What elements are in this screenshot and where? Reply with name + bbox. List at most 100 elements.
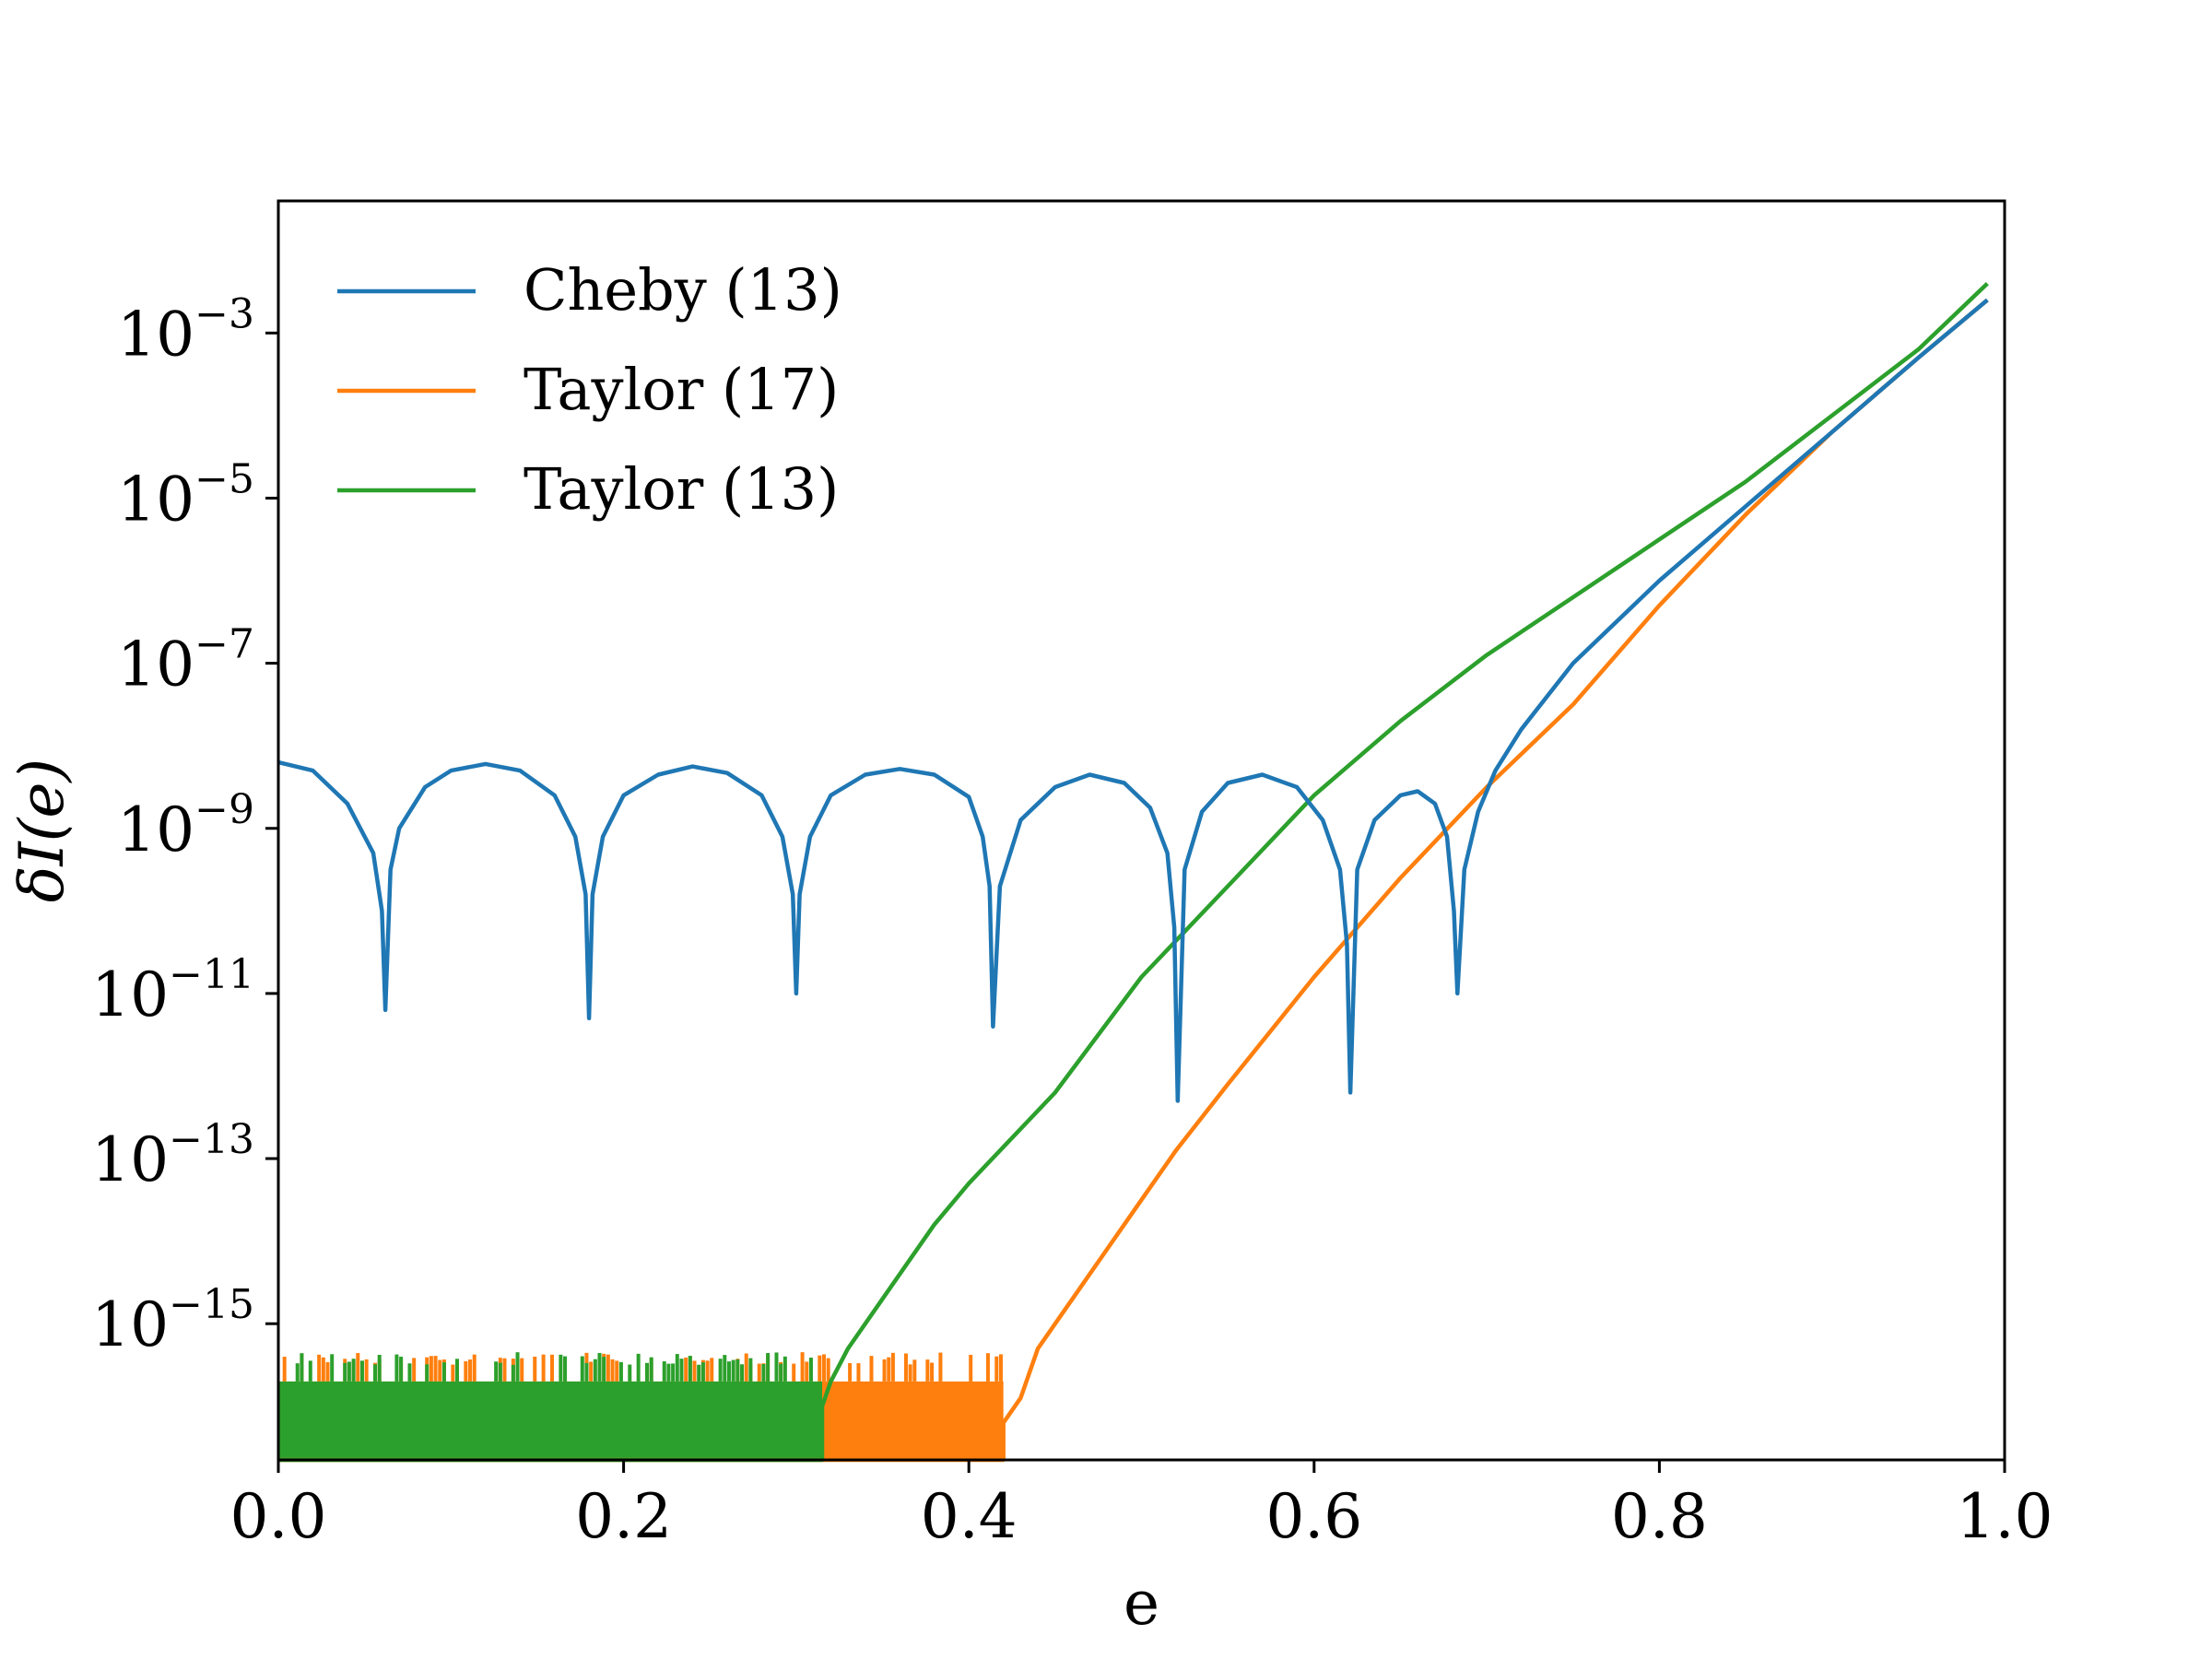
- noise-spike: [407, 1363, 412, 1382]
- noise-spike: [373, 1364, 378, 1382]
- noise-spike: [994, 1356, 999, 1382]
- noise-floor-layer: [278, 1352, 1004, 1460]
- y-tick-label: 10−5: [117, 455, 254, 535]
- noise-spike: [782, 1356, 787, 1382]
- noise-spike: [723, 1355, 727, 1382]
- y-tick-exponent: −11: [169, 951, 254, 998]
- y-tick-label: 10−11: [91, 951, 254, 1030]
- series-line-cheby-13: [277, 298, 1989, 1103]
- noise-spike: [705, 1360, 710, 1382]
- noise-spike: [700, 1362, 705, 1382]
- y-tick-base: 10: [91, 1289, 169, 1360]
- noise-spike: [697, 1364, 701, 1382]
- noise-spike: [628, 1364, 632, 1382]
- noise-spike: [792, 1363, 796, 1382]
- x-axis-label: e: [1124, 1568, 1159, 1639]
- noise-spike: [869, 1356, 874, 1382]
- axes-frame: [276, 199, 2006, 1462]
- noise-spike: [454, 1359, 459, 1382]
- noise-spike: [494, 1361, 499, 1382]
- noise-spike: [882, 1359, 887, 1382]
- noise-spike: [618, 1361, 623, 1382]
- noise-spike: [666, 1363, 671, 1382]
- noise-spike: [969, 1354, 973, 1382]
- noise-spike: [908, 1364, 912, 1382]
- noise-spike: [580, 1356, 584, 1382]
- noise-spike: [541, 1354, 546, 1382]
- noise-spike: [464, 1360, 468, 1382]
- y-tick-exponent: −13: [169, 1116, 254, 1163]
- noise-spike: [731, 1359, 735, 1382]
- noise-spike: [998, 1354, 1003, 1382]
- noise-spike: [800, 1352, 805, 1382]
- noise-spike: [520, 1358, 524, 1382]
- noise-spike: [364, 1359, 369, 1382]
- noise-spike: [559, 1354, 563, 1382]
- noise-spike: [735, 1359, 740, 1382]
- noise-spike: [472, 1354, 477, 1382]
- noise-spike: [925, 1359, 930, 1382]
- noise-spike: [330, 1354, 335, 1382]
- noise-spike: [502, 1358, 507, 1382]
- noise-spike: [684, 1357, 688, 1382]
- noise-spike: [692, 1360, 697, 1382]
- noise-spike: [848, 1362, 853, 1382]
- noise-spike: [359, 1360, 364, 1382]
- noise-spike: [671, 1363, 676, 1382]
- noise-spike: [903, 1353, 908, 1382]
- noise-spike: [356, 1353, 360, 1382]
- noise-spike: [710, 1358, 714, 1382]
- noise-spike: [317, 1354, 322, 1382]
- noise-spike: [912, 1359, 917, 1382]
- noise-spike: [649, 1357, 653, 1382]
- noise-spike: [887, 1357, 891, 1382]
- y-tick-exponent: −7: [194, 621, 254, 668]
- noise-spike: [675, 1354, 679, 1382]
- y-tick-base: 10: [117, 464, 194, 535]
- y-tick-base: 10: [117, 629, 194, 700]
- noise-spike: [930, 1362, 935, 1382]
- y-tick-base: 10: [117, 299, 194, 370]
- noise-spike: [808, 1358, 813, 1382]
- noise-spike: [347, 1361, 351, 1382]
- noise-spike: [602, 1357, 606, 1382]
- noise-spike: [718, 1359, 723, 1382]
- legend-label-taylor-13: Taylor (13): [524, 455, 839, 523]
- legend: Cheby (13) Taylor (17) Taylor (13): [337, 256, 842, 523]
- noise-spike: [606, 1354, 610, 1382]
- legend-label-cheby-13: Cheby (13): [524, 256, 842, 324]
- y-axis-label: δI(e): [6, 759, 77, 902]
- noise-spike: [726, 1361, 731, 1382]
- noise-spike: [645, 1362, 650, 1382]
- legend-label-taylor-17: Taylor (17): [524, 356, 839, 423]
- y-tick-exponent: −5: [194, 455, 254, 502]
- y-tick-label: 10−15: [91, 1281, 254, 1360]
- noise-spike: [748, 1358, 753, 1382]
- x-tick-label: 0.4: [921, 1481, 1018, 1552]
- x-tick-label: 0.6: [1265, 1481, 1362, 1552]
- noise-spike: [766, 1353, 771, 1382]
- y-tick-label: 10−13: [91, 1116, 254, 1195]
- noise-spike: [325, 1361, 330, 1382]
- noise-spike: [818, 1355, 822, 1382]
- noise-spike: [321, 1357, 325, 1382]
- noise-spike: [511, 1364, 515, 1382]
- y-tick-exponent: −9: [194, 786, 254, 833]
- noise-spike: [425, 1364, 429, 1382]
- noise-spike: [584, 1362, 589, 1382]
- noise-spike: [688, 1356, 692, 1382]
- noise-spike: [451, 1364, 455, 1382]
- series-layer: [277, 281, 1989, 1463]
- y-tick-label: 10−7: [117, 621, 254, 700]
- y-tick-exponent: −3: [194, 290, 254, 337]
- noise-spike: [615, 1360, 619, 1382]
- noise-spike: [394, 1354, 399, 1382]
- noise-spike: [533, 1356, 537, 1382]
- noise-spike: [679, 1359, 684, 1382]
- noise-spike: [805, 1361, 809, 1382]
- noise-spike: [589, 1361, 594, 1382]
- noise-spike: [351, 1359, 356, 1382]
- noise-spike: [308, 1360, 312, 1382]
